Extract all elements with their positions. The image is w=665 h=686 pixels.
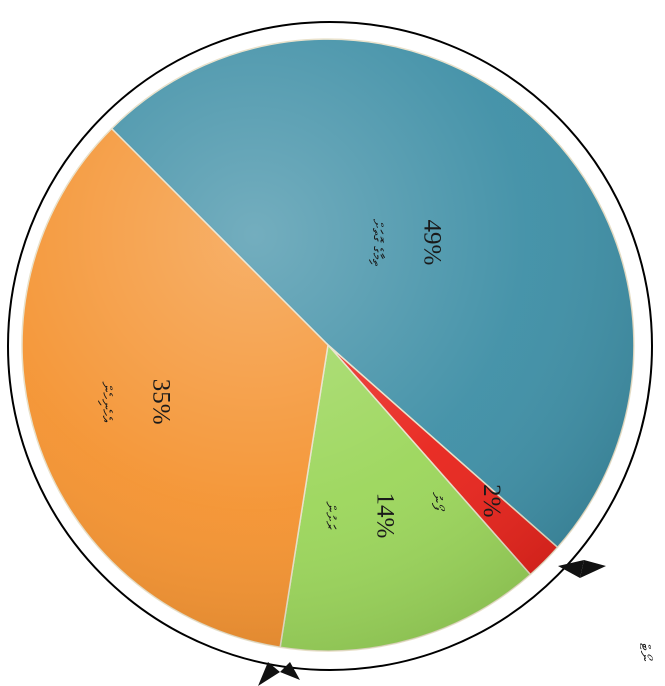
slice-category-label: ރަށުން: [322, 501, 340, 530]
slice-value-label: 35%: [147, 379, 174, 425]
slice-value-label: 14%: [372, 492, 399, 538]
slice-value-label: 49%: [418, 219, 445, 265]
slice-category-label: ތިމާގެ ގޮތަށް: [368, 219, 386, 267]
slice-value-label: 2%: [478, 484, 505, 517]
arrowhead-marker: [580, 560, 606, 578]
chart-frame-ellipse: [7, 21, 653, 671]
stray-text: ނޯޓް: [636, 643, 654, 662]
arrowhead-marker: [258, 662, 280, 686]
arrowhead-marker: [280, 662, 300, 680]
slice-category-label: ފޯނު: [428, 492, 446, 512]
arrowhead-marker: [558, 560, 584, 578]
slice-category-label: އެހެނިހެން: [97, 381, 115, 422]
